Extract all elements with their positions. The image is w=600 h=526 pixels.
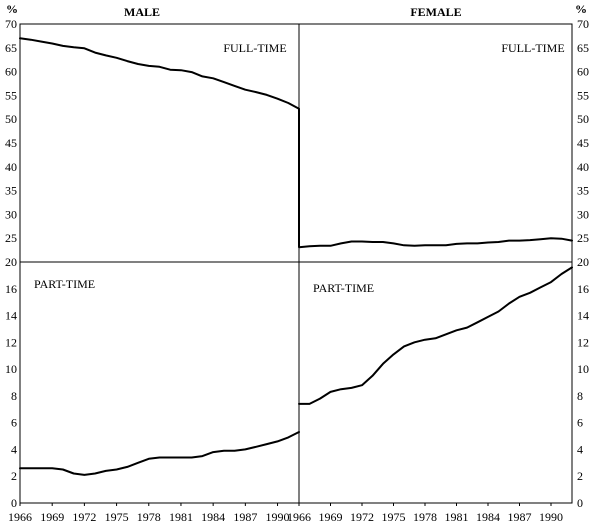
y-tick-label-right: 12: [577, 335, 589, 349]
x-tick-label-male: 1975: [105, 510, 129, 524]
series-line-top-female: [298, 237, 573, 249]
chart-frame: [19, 23, 573, 504]
series-group: [19, 37, 573, 476]
x-tick-label-male: 1978: [137, 510, 161, 524]
y-tick-label-left: 20: [5, 255, 17, 269]
x-tick-label-female: 1984: [476, 510, 500, 524]
y-tick-label-right: 14: [577, 309, 589, 323]
panel-label-top-male: FULL-TIME: [223, 41, 286, 55]
panel-labels: FULL-TIME FULL-TIME PART-TIME PART-TIME: [34, 41, 565, 295]
y-tick-label-left: 40: [5, 160, 17, 174]
x-tick-label-female: 1969: [319, 510, 343, 524]
y-tick-label-left: 12: [5, 335, 17, 349]
y-tick-label-left: 60: [5, 65, 17, 79]
y-tick-label-left: 8: [11, 389, 17, 403]
y-tick-label-left: 16: [5, 282, 17, 296]
plot-frame: [19, 23, 573, 504]
x-tick-label-male: 1981: [169, 510, 193, 524]
y-tick-label-right: 60: [577, 65, 589, 79]
x-tick-label-female: 1990: [539, 510, 563, 524]
x-tick-label-male: 1966: [8, 510, 32, 524]
y-tick-label-right: 10: [577, 362, 589, 376]
x-tick-label-female: 1981: [445, 510, 469, 524]
panel-label-bottom-female: PART-TIME: [313, 281, 374, 295]
x-tick-label-male: 1972: [72, 510, 96, 524]
x-tick-label-female: 1978: [413, 510, 437, 524]
y-tick-label-right: 45: [577, 136, 589, 150]
column-title-female: FEMALE: [410, 5, 461, 19]
y-tick-label-right: 70: [577, 17, 589, 31]
y-tick-label-right: 4: [577, 442, 583, 456]
y-tick-label-right: 16: [577, 282, 589, 296]
panel-label-bottom-male: PART-TIME: [34, 277, 95, 291]
y-unit-right: %: [575, 2, 587, 16]
y-tick-label-right: 8: [577, 389, 583, 403]
y-tick-label-right: 40: [577, 160, 589, 174]
y-tick-label-right: 0: [577, 496, 583, 510]
y-tick-label-left: 0: [11, 496, 17, 510]
x-tick-label-female: 1966: [287, 510, 311, 524]
y-tick-label-left: 10: [5, 362, 17, 376]
y-tick-label-right: 55: [577, 88, 589, 102]
y-tick-label-left: 30: [5, 207, 17, 221]
series-line-top-male: [19, 37, 300, 110]
y-unit-left: %: [6, 2, 18, 16]
x-tick-label-female: 1987: [508, 510, 532, 524]
y-tick-label-right: 30: [577, 207, 589, 221]
x-tick-label-male: 1990: [266, 510, 290, 524]
x-tick-label-male: 1984: [201, 510, 225, 524]
y-tick-label-right: 50: [577, 112, 589, 126]
y-tick-label-left: 50: [5, 112, 17, 126]
y-tick-label-left: 6: [11, 416, 17, 430]
y-tick-label-right: 2: [577, 469, 583, 483]
y-tick-label-right: 6: [577, 416, 583, 430]
x-tick-label-male: 1987: [233, 510, 257, 524]
y-tick-label-left: 25: [5, 231, 17, 245]
y-tick-label-left: 65: [5, 41, 17, 55]
y-tick-label-right: 25: [577, 231, 589, 245]
y-tick-label-left: 14: [5, 309, 17, 323]
y-tick-label-left: 70: [5, 17, 17, 31]
y-tick-label-left: 45: [5, 136, 17, 150]
series-line-bottom-female: [298, 266, 573, 405]
series-line-bottom-male: [19, 431, 300, 476]
panel-label-top-female: FULL-TIME: [501, 41, 564, 55]
x-tick-label-female: 1972: [350, 510, 374, 524]
y-tick-label-left: 4: [11, 442, 17, 456]
column-title-male: MALE: [124, 5, 160, 19]
y-tick-label-left: 55: [5, 88, 17, 102]
y-tick-label-right: 65: [577, 41, 589, 55]
y-tick-label-left: 2: [11, 469, 17, 483]
x-tick-label-female: 1975: [382, 510, 406, 524]
y-tick-label-left: 35: [5, 184, 17, 198]
y-tick-label-right: 35: [577, 184, 589, 198]
y-tick-label-right: 20: [577, 255, 589, 269]
x-tick-label-male: 1969: [40, 510, 64, 524]
